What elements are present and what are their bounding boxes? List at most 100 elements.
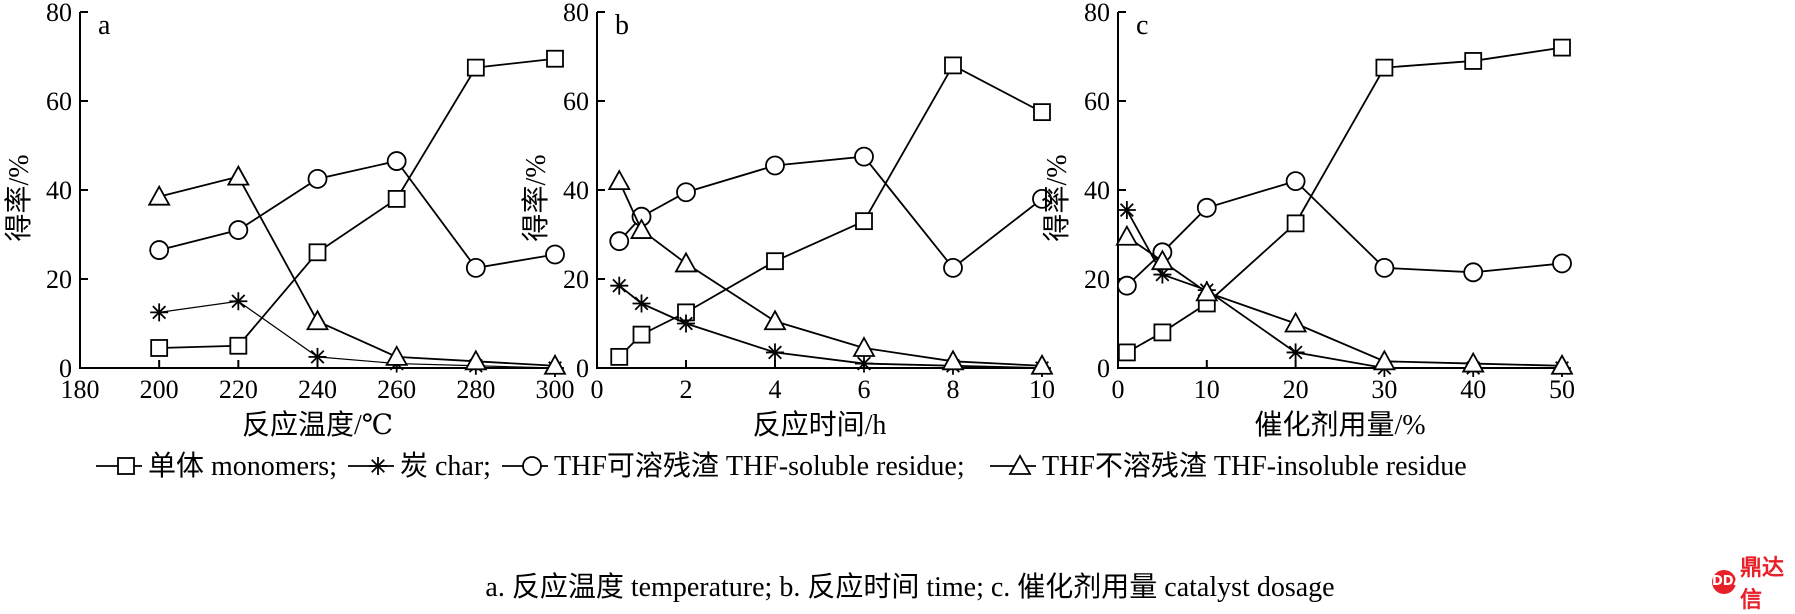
series-line-triangle — [1126, 235, 1563, 367]
y-tick-label: 0 — [59, 354, 72, 383]
data-point-circle — [149, 240, 170, 260]
data-point-circle — [307, 168, 328, 189]
data-point-circle — [386, 151, 407, 171]
x-tick-label: 0 — [591, 375, 604, 404]
x-tick-label: 40 — [1460, 375, 1486, 404]
data-point-triangle — [1550, 353, 1574, 375]
x-tick-label: 2 — [680, 375, 693, 404]
data-point-circle — [1463, 262, 1484, 283]
x-axis-label: 催化剂用量/% — [1254, 409, 1425, 441]
chart-panel-b: 0 20 40 60 80 0 2 4 6 8 10 反应时间/h 得率/% b — [520, 0, 1055, 441]
data-point-triangle — [1150, 249, 1174, 271]
legend-label: THF不溶残渣 THF-insoluble residue — [1042, 450, 1467, 482]
x-tick-label: 280 — [456, 375, 495, 404]
data-point-circle — [609, 231, 630, 252]
y-tick-label: 40 — [46, 176, 72, 205]
watermark-text: 鼎达信 — [1740, 556, 1785, 613]
y-axis-label: 得率/% — [3, 154, 35, 241]
data-point-star — [229, 292, 248, 311]
series-line-square — [1126, 46, 1563, 354]
x-tick-label: 200 — [140, 375, 179, 404]
y-tick-label: 80 — [1084, 0, 1110, 27]
watermark: DDA 鼎达信 — [1712, 556, 1795, 613]
data-point-square — [1375, 58, 1394, 77]
y-tick-label: 60 — [1084, 87, 1110, 116]
data-point-square — [1286, 214, 1305, 233]
data-point-circle — [765, 155, 785, 176]
data-point-circle — [1196, 197, 1217, 218]
data-point-square — [944, 56, 962, 75]
x-tick-label: 260 — [377, 375, 416, 404]
data-point-circle — [676, 182, 696, 203]
x-tick-label: 50 — [1549, 375, 1575, 404]
legend-item-star: 炭 char; — [348, 450, 491, 482]
data-point-triangle — [629, 218, 654, 239]
y-tick-label: 40 — [563, 176, 589, 205]
x-tick-label: 10 — [1194, 375, 1220, 404]
data-point-star — [766, 343, 784, 362]
series-line-triangle — [618, 180, 1043, 367]
x-tick-label: 0 — [1112, 375, 1125, 404]
data-point-square — [546, 49, 564, 68]
data-point-triangle — [385, 345, 409, 366]
data-point-triangle — [1030, 353, 1054, 375]
axes-frame — [596, 12, 1042, 369]
watermark-logo-icon: DDA — [1712, 570, 1744, 594]
panel-letter: b — [615, 10, 629, 41]
y-axis-label: 得率/% — [520, 154, 552, 241]
data-point-triangle — [1115, 224, 1139, 246]
series-line-circle — [1126, 180, 1563, 287]
data-point-square — [855, 212, 873, 231]
data-point-triangle — [763, 309, 787, 331]
data-point-square — [1153, 323, 1172, 342]
data-point-triangle — [852, 336, 876, 357]
x-tick-label: 6 — [858, 375, 871, 404]
series-line-circle — [618, 155, 1043, 270]
series-line-triangle — [158, 175, 556, 367]
data-point-circle — [545, 244, 565, 265]
chart-panel-c: 0 20 40 60 80 0 10 20 30 40 50 催化剂用量/% 得率/% c — [1041, 0, 1575, 441]
y-tick-label: 0 — [1097, 354, 1110, 383]
data-point-circle — [1374, 257, 1395, 278]
y-tick-label: 20 — [1084, 265, 1110, 294]
data-point-star — [632, 294, 651, 313]
x-tick-label: 240 — [298, 375, 337, 404]
data-point-circle — [943, 257, 963, 278]
data-point-square — [308, 243, 327, 262]
x-axis-label: 反应时间/h — [753, 409, 887, 441]
y-tick-label: 20 — [563, 265, 589, 294]
data-point-circle — [1116, 275, 1137, 296]
data-point-square — [150, 339, 169, 357]
data-point-square — [1033, 103, 1051, 122]
data-point-square — [387, 189, 406, 208]
data-point-square — [632, 325, 651, 344]
data-point-square — [610, 347, 629, 366]
data-point-triangle — [147, 184, 171, 206]
data-point-triangle — [464, 349, 488, 371]
x-tick-label: 180 — [61, 375, 100, 404]
y-tick-label: 0 — [576, 354, 589, 383]
data-point-square — [1117, 343, 1136, 362]
x-tick-label: 10 — [1029, 375, 1055, 404]
data-point-star — [1117, 201, 1136, 220]
data-point-circle — [854, 146, 874, 167]
data-point-star — [150, 303, 169, 322]
data-point-triangle — [226, 164, 250, 186]
chart-panel-a: 0 20 40 60 80 180 200 220 240 260 280 300 反应温度/℃ 得率/%… — [3, 0, 575, 441]
y-tick-label: 80 — [563, 0, 589, 27]
data-point-triangle — [1284, 311, 1308, 333]
y-tick-label: 20 — [46, 265, 72, 294]
panel-letter: c — [1136, 10, 1148, 41]
data-point-triangle — [674, 251, 698, 273]
data-point-star — [677, 314, 695, 333]
data-point-star — [610, 276, 629, 295]
series-line-circle — [158, 160, 556, 269]
y-tick-label: 60 — [46, 87, 72, 116]
legend: 单体 monomers; 炭 char; THF可溶残渣 THF-soluble r… — [96, 450, 1467, 482]
y-tick-label: 80 — [46, 0, 72, 27]
x-axis-label: 反应温度/℃ — [242, 409, 393, 441]
data-point-circle — [1032, 188, 1052, 209]
data-point-circle — [1552, 253, 1572, 274]
x-tick-label: 8 — [947, 375, 960, 404]
